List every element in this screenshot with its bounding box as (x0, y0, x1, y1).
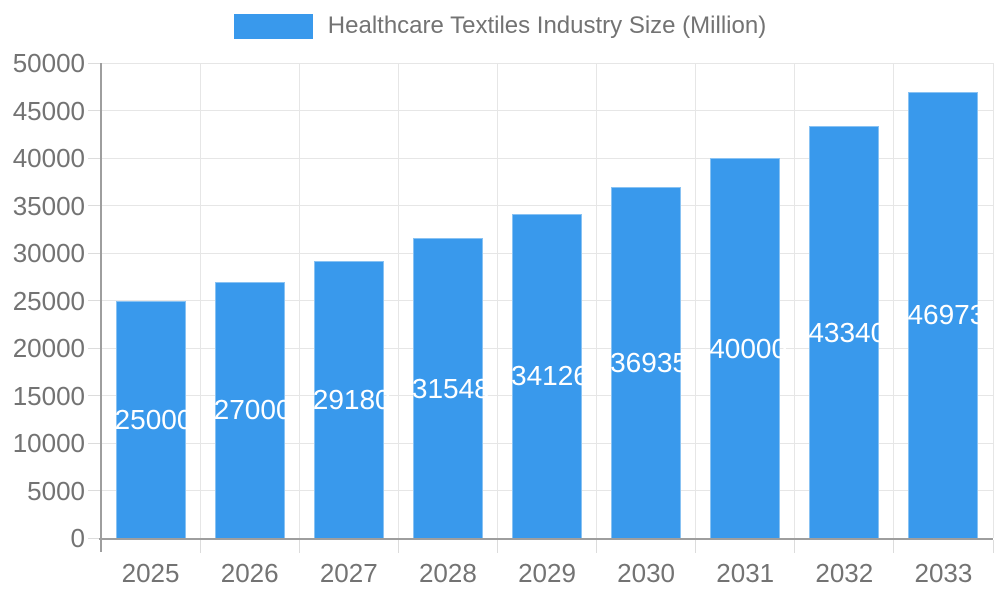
bar-value-label: 43340 (808, 316, 887, 348)
x-axis-label: 2026 (220, 558, 279, 588)
x-axis-label: 2031 (716, 558, 775, 588)
bar-2033[interactable]: 46973 (907, 91, 986, 538)
h-gridline (101, 62, 993, 64)
y-axis-tick (88, 300, 101, 301)
y-axis-label: 45000 (12, 95, 85, 126)
x-axis-tick (992, 540, 994, 553)
v-gridline (794, 63, 796, 538)
y-axis-tick (88, 537, 101, 539)
bar-value-label: 36935 (610, 347, 688, 379)
v-gridline (695, 63, 697, 538)
y-axis-tick (88, 62, 101, 64)
bar-value-label: 31548 (411, 372, 490, 404)
bar-value-label: 25000 (114, 403, 193, 435)
x-axis-tick (397, 540, 399, 553)
y-axis-label: 15000 (12, 380, 85, 411)
x-axis-tick (298, 540, 300, 553)
v-gridline (397, 63, 399, 538)
legend-label[interactable]: Healthcare Textiles Industry Size (Milli… (327, 12, 767, 39)
y-axis-tick (88, 157, 101, 159)
bar-2028[interactable]: 31548 (411, 238, 490, 538)
x-axis-tick (596, 540, 598, 553)
plot-area: 25000 27000 29180 31548 34126 36935 40000 43340… (101, 62, 994, 538)
x-axis-tick (496, 540, 498, 553)
bar-2029[interactable]: 34126 (511, 213, 589, 538)
h-gridline (101, 205, 993, 206)
bar-2032[interactable]: 43340 (808, 126, 887, 538)
x-axis-label: 2028 (418, 558, 477, 588)
bar-value-label: 27000 (213, 394, 292, 426)
x-axis-label: 2030 (617, 558, 676, 588)
v-gridline (496, 63, 498, 538)
v-gridline (596, 63, 598, 538)
y-axis-tick (88, 395, 101, 396)
chart-legend[interactable]: Healthcare Textiles Industry Size (Milli… (0, 12, 1000, 40)
y-axis-tick (88, 205, 101, 206)
y-axis-label: 35000 (12, 190, 85, 221)
y-axis-label: 0 (70, 523, 85, 553)
bar-value-label: 46973 (907, 299, 986, 331)
y-axis-tick (88, 490, 101, 491)
x-axis-label: 2029 (518, 558, 576, 588)
bar-value-label: 40000 (709, 332, 788, 364)
v-gridline (992, 63, 994, 538)
y-axis-label: 25000 (12, 285, 85, 316)
bar-value-label: 29180 (312, 383, 391, 415)
y-axis-label: 10000 (12, 428, 85, 458)
bar-value-label: 34126 (511, 360, 589, 392)
x-axis-label: 2033 (914, 558, 973, 588)
bar-2027[interactable]: 29180 (312, 260, 391, 538)
y-axis-label: 40000 (12, 143, 85, 173)
y-axis-label: 5000 (27, 475, 85, 506)
x-axis-label: 2025 (121, 558, 180, 588)
y-axis-line (100, 63, 102, 552)
bar-2025[interactable]: 25000 (114, 300, 193, 538)
y-axis-label: 50000 (12, 48, 85, 78)
x-axis-tick (794, 540, 796, 553)
y-axis-label: 20000 (12, 333, 85, 363)
y-axis-tick (88, 252, 101, 254)
legend-swatch[interactable] (233, 13, 313, 39)
x-axis-tick (695, 540, 697, 553)
x-axis-label: 2032 (815, 558, 874, 588)
v-gridline (298, 63, 300, 538)
y-axis-tick (88, 347, 101, 349)
v-gridline (893, 63, 895, 538)
y-axis-tick (88, 442, 101, 444)
y-axis-tick (88, 110, 101, 111)
h-gridline (101, 157, 993, 159)
v-gridline (199, 63, 201, 538)
x-axis-label: 2027 (319, 558, 378, 588)
bar-2026[interactable]: 27000 (213, 281, 292, 538)
h-gridline (101, 110, 993, 111)
bar-2030[interactable]: 36935 (610, 187, 688, 538)
y-axis-label: 30000 (12, 238, 85, 268)
bar-2031[interactable]: 40000 (709, 158, 788, 538)
x-axis-tick (199, 540, 201, 553)
x-axis-tick (893, 540, 895, 553)
x-axis-line (99, 538, 993, 540)
